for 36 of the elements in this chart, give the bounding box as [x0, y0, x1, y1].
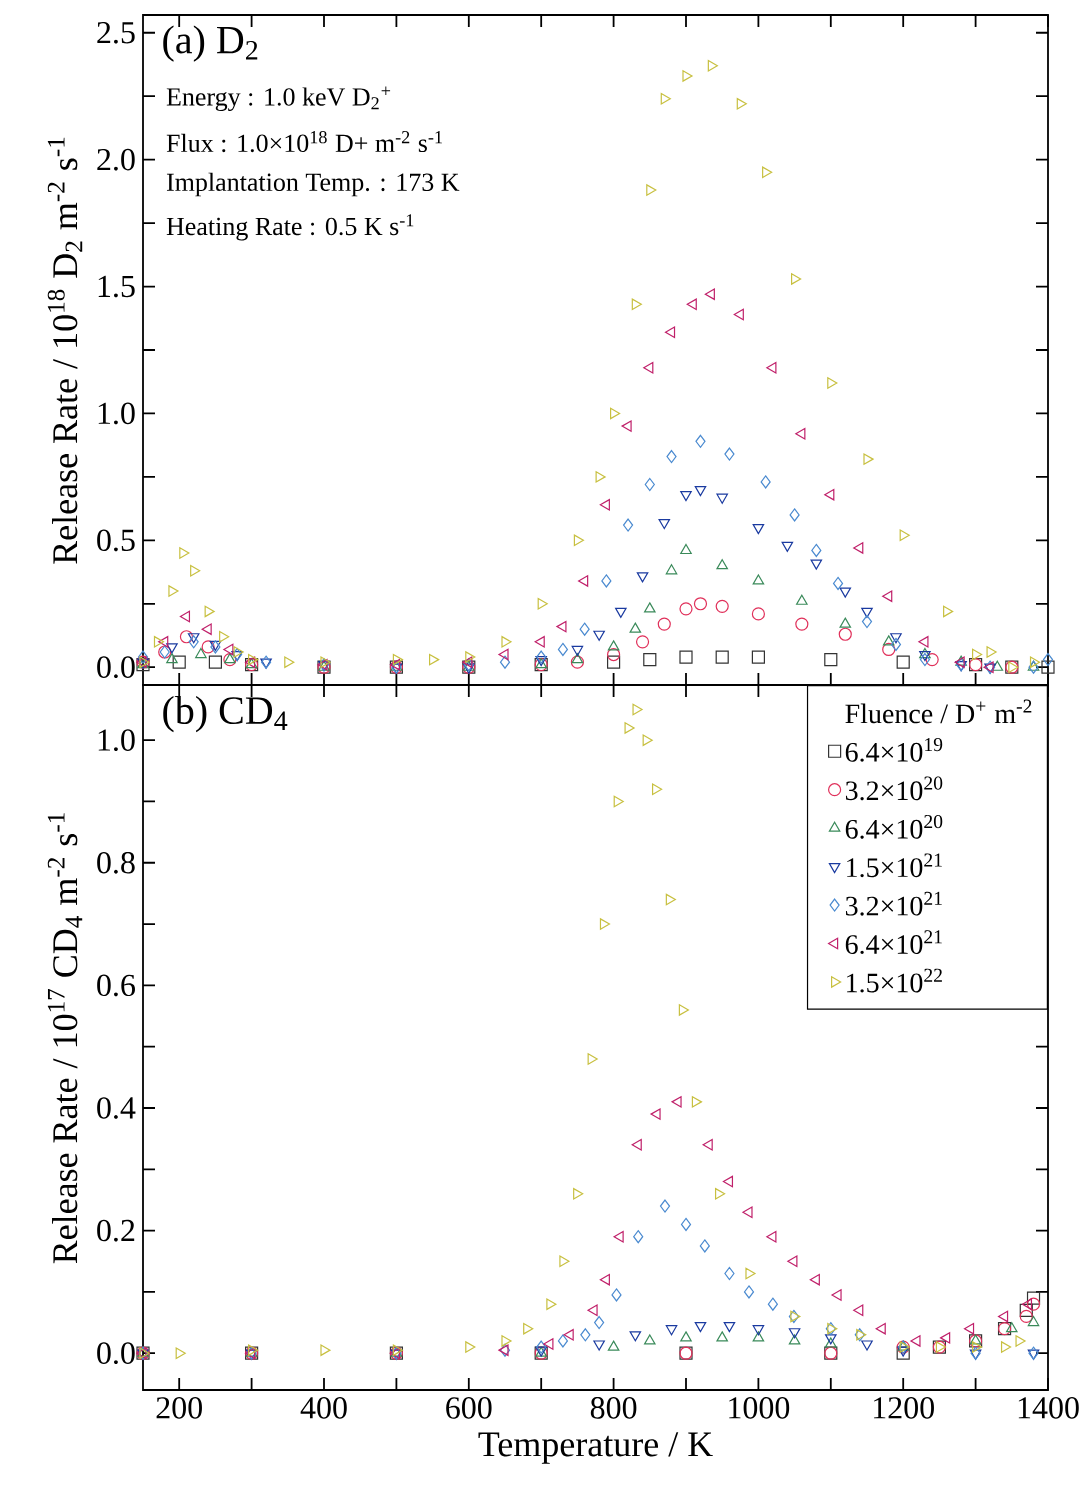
y-tick-label: 0.6 — [97, 974, 135, 997]
legend-label: 1.5×10$^{21}$ — [847, 853, 942, 878]
x-tick-label: 1400 — [1018, 1397, 1079, 1419]
y-tick-label: 0.4 — [97, 1097, 136, 1119]
y-tick-label: 1.5 — [98, 275, 135, 298]
y-tick-label: 1.0 — [98, 729, 135, 752]
y-tick-label: 1.0 — [98, 402, 135, 425]
annotation: Energy : 1.0 keV D$_{2}$+ — [166, 86, 391, 112]
y-tick-label: 0.0 — [97, 656, 135, 679]
legend-label: 6.4×10$^{21}$ — [845, 930, 942, 955]
legend-label: 6.4×10$^{19}$ — [845, 738, 943, 762]
legend-label: 1.5×10$^{22}$ — [847, 968, 942, 993]
x-tick-label: 600 — [446, 1397, 492, 1419]
legend-label: 3.2×10$^{20}$ — [845, 776, 943, 801]
y-tick-label: 0.2 — [97, 1219, 135, 1242]
x-tick-label: 1200 — [874, 1397, 934, 1419]
x-tick-label: 1000 — [729, 1397, 790, 1419]
legend-label: 6.4×10$^{20}$ — [845, 814, 943, 839]
annotation: Flux : 1.0×10$^{18}$ D+ m$^{-2}$ s$^{-1}$ — [166, 131, 442, 153]
legend-title: Fluence / D$^{+}$ m$^{-2}$ — [845, 699, 1032, 724]
x-tick-label: 400 — [300, 1397, 347, 1419]
y-tick-label: 0.8 — [97, 851, 135, 874]
x-axis-title: Temperature / K — [478, 1432, 713, 1464]
chart-title: (a) D$_{2}$ — [163, 25, 258, 62]
y-axis-title: Release Rate / 10$^{17}$ CD$_{4}$ m$^{-2}$ s$^{-1}$ — [47, 813, 83, 1264]
annotation: Heating Rate : 0.5 K s$^{-1}$ — [166, 214, 414, 241]
annotation: Implantation Temp. : 173 K — [166, 172, 460, 197]
x-tick-label: 800 — [590, 1397, 637, 1419]
x-tick-label: 200 — [156, 1397, 202, 1419]
y-axis-title: Release Rate / 10$^{18}$ D$_{2}$ m$^{-2}$ s$^{-1}$ — [47, 137, 83, 564]
y-tick-label: 2.5 — [97, 21, 135, 44]
legend-label: 3.2×10$^{21}$ — [845, 891, 942, 916]
chart-title: (b) CD$_{4}$ — [163, 695, 288, 733]
y-tick-label: 2.0 — [97, 148, 135, 171]
y-tick-label: 0.0 — [97, 1342, 135, 1365]
y-tick-label: 0.5 — [97, 529, 135, 552]
